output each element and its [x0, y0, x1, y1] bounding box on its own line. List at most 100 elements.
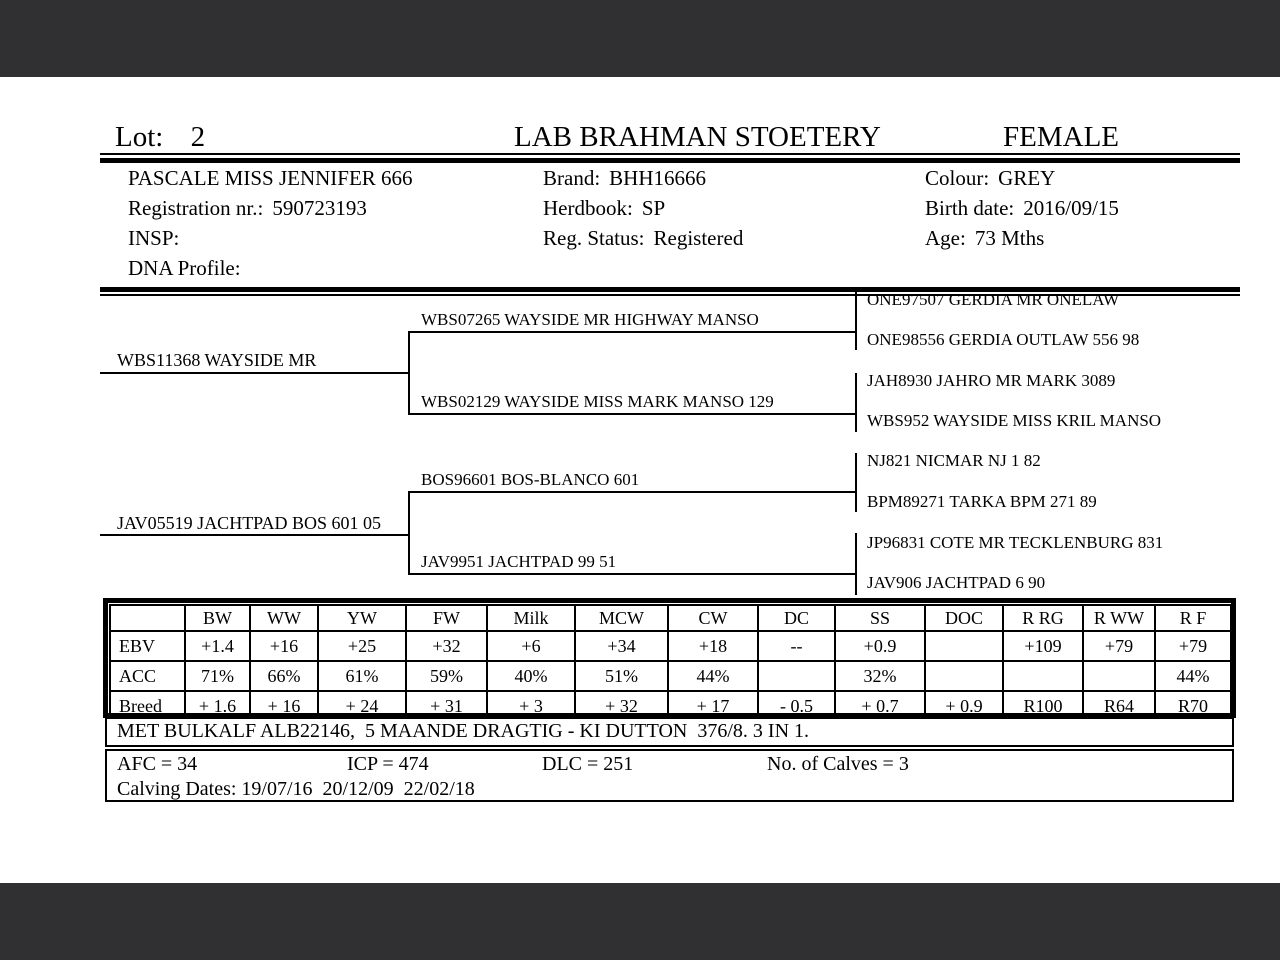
pedigree-ggp-bracket-2	[855, 453, 857, 512]
pedigree-ggp-name-3: WBS952 WAYSIDE MISS KRIL MANSO	[867, 411, 1162, 430]
ebv-table: BW WW YW FW Milk MCW CW DC SS DOC R RG R…	[109, 604, 1232, 722]
pedigree-ggp-name-7: JAV906 JACHTPAD 6 90	[867, 573, 1046, 592]
ebv-cell: +34	[574, 630, 669, 662]
pedigree-ggp-name-1: ONE98556 GERDIA OUTLAW 556 98	[867, 330, 1140, 349]
viewer-bottom-bar	[0, 883, 1280, 960]
herdbook-value: SP	[641, 196, 666, 220]
reg-status-label: Reg. Status:	[543, 226, 645, 250]
ebv-cell: +6	[486, 630, 576, 662]
lot-number: 2	[190, 121, 206, 153]
ebv-cell: +16	[249, 630, 319, 662]
birth-date-row: Birth date: 2016/09/15	[925, 196, 1119, 221]
acc-cell: 59%	[405, 660, 488, 692]
acc-cell: 71%	[184, 660, 251, 692]
dna-profile-label: DNA Profile:	[128, 256, 241, 280]
pedigree-grandparent-name-1: WBS02129 WAYSIDE MISS MARK MANSO 129	[421, 392, 774, 411]
herdbook-label: Herdbook:	[543, 196, 633, 220]
reg-status-row: Reg. Status: Registered	[543, 226, 743, 251]
breed-cell: + 3	[486, 690, 576, 722]
ebv-col-header-ww: WW	[249, 604, 319, 632]
insp-row: INSP:	[128, 226, 188, 251]
ebv-col-header-mcw: MCW	[574, 604, 669, 632]
pedigree-grandparent-line-0	[408, 331, 857, 333]
acc-cell: 44%	[1154, 660, 1232, 692]
ebv-cell: +0.9	[834, 630, 926, 662]
pedigree-ggp-name-4: NJ821 NICMAR NJ 1 82	[867, 451, 1041, 470]
breed-cell: + 1.6	[184, 690, 251, 722]
details-rule-thin	[100, 294, 1240, 296]
dna-profile-row: DNA Profile:	[128, 256, 250, 281]
ebv-cell: +79	[1154, 630, 1232, 662]
pedigree-sire-bracket	[408, 331, 410, 415]
ebv-cell: +32	[405, 630, 488, 662]
acc-cell	[924, 660, 1004, 692]
breed-cell: + 17	[667, 690, 759, 722]
breed-cell: R70	[1154, 690, 1232, 722]
animal-name: PASCALE MISS JENNIFER 666	[128, 166, 413, 190]
pedigree-sire-name: WBS11368 WAYSIDE MR	[117, 350, 317, 370]
stat-icp: ICP = 474	[347, 753, 429, 775]
ebv-cell: --	[757, 630, 836, 662]
stats-box: AFC = 34 ICP = 474 DLC = 251 No. of Calv…	[105, 749, 1234, 802]
registration-label: Registration nr.:	[128, 196, 264, 220]
breed-cell: + 0.7	[834, 690, 926, 722]
page-title: LAB BRAHMAN STOETERY	[514, 121, 881, 153]
colour-label: Colour:	[925, 166, 990, 190]
reg-status-value: Registered	[653, 226, 744, 250]
ebv-header-row: BW WW YW FW Milk MCW CW DC SS DOC R RG R…	[109, 604, 1232, 632]
viewer-top-bar	[0, 0, 1280, 77]
registration-value: 590723193	[272, 196, 367, 220]
ebv-col-header-rrg: R RG	[1002, 604, 1084, 632]
acc-cell	[1002, 660, 1084, 692]
pedigree-grandparent-name-0: WBS07265 WAYSIDE MR HIGHWAY MANSO	[421, 310, 759, 329]
breed-cell: R64	[1082, 690, 1156, 722]
ebv-col-header-milk: Milk	[486, 604, 576, 632]
ebv-cell: +25	[317, 630, 407, 662]
acc-cell: 66%	[249, 660, 319, 692]
brand-value: BHH16666	[609, 166, 706, 190]
pedigree-ggp-bracket-3	[855, 533, 857, 595]
pedigree-ggp-name-0: ONE97507 GERDIA MR ONELAW	[867, 290, 1120, 309]
ebv-col-header-cw: CW	[667, 604, 759, 632]
details-rule-thick	[100, 287, 1240, 292]
pedigree-grandparent-name-2: BOS96601 BOS-BLANCO 601	[421, 470, 640, 489]
colour-value: GREY	[998, 166, 1056, 190]
pedigree-dam-bracket	[408, 491, 410, 575]
ebv-col-header-dc: DC	[757, 604, 836, 632]
ebv-col-header-doc: DOC	[924, 604, 1004, 632]
acc-cell	[757, 660, 836, 692]
stat-dlc: DLC = 251	[542, 753, 634, 775]
calving-dates: Calving Dates: 19/07/16 20/12/09 22/02/1…	[117, 778, 475, 800]
header-rule-thick	[100, 158, 1240, 163]
acc-row: ACC 71% 66% 61% 59% 40% 51% 44% 32% 44%	[109, 660, 1232, 692]
sex-label: FEMALE	[1003, 121, 1119, 153]
pedigree-ggp-bracket-1	[855, 373, 857, 432]
breed-cell: R100	[1002, 690, 1084, 722]
ebv-col-header-yw: YW	[317, 604, 407, 632]
brand-label: Brand:	[543, 166, 601, 190]
age-value: 73 Mths	[974, 226, 1045, 250]
ebv-cell	[924, 630, 1004, 662]
age-row: Age: 73 Mths	[925, 226, 1044, 251]
ebv-table-frame: BW WW YW FW Milk MCW CW DC SS DOC R RG R…	[103, 598, 1236, 722]
ebv-cell: +109	[1002, 630, 1084, 662]
ebv-col-header-rww: R WW	[1082, 604, 1156, 632]
ebv-col-header-bw: BW	[184, 604, 251, 632]
breeding-note: MET BULKALF ALB22146, 5 MAANDE DRAGTIG -…	[117, 720, 810, 742]
birth-date-value: 2016/09/15	[1023, 196, 1119, 220]
breed-row-label: Breed	[109, 690, 186, 722]
lot-label: Lot:	[115, 121, 164, 153]
registration-row: Registration nr.: 590723193	[128, 196, 367, 221]
acc-cell: 32%	[834, 660, 926, 692]
pedigree-grandparent-line-3	[408, 573, 857, 575]
ebv-col-header-fw: FW	[405, 604, 488, 632]
herdbook-row: Herdbook: SP	[543, 196, 665, 221]
pedigree-grandparent-line-1	[408, 413, 857, 415]
pedigree-sire-line	[100, 372, 409, 374]
insp-label: INSP:	[128, 226, 180, 250]
age-label: Age:	[925, 226, 966, 250]
acc-cell: 61%	[317, 660, 407, 692]
acc-row-label: ACC	[109, 660, 186, 692]
ebv-row: EBV +1.4 +16 +25 +32 +6 +34 +18 -- +0.9 …	[109, 630, 1232, 662]
lot-row: Lot: 2	[115, 121, 205, 154]
